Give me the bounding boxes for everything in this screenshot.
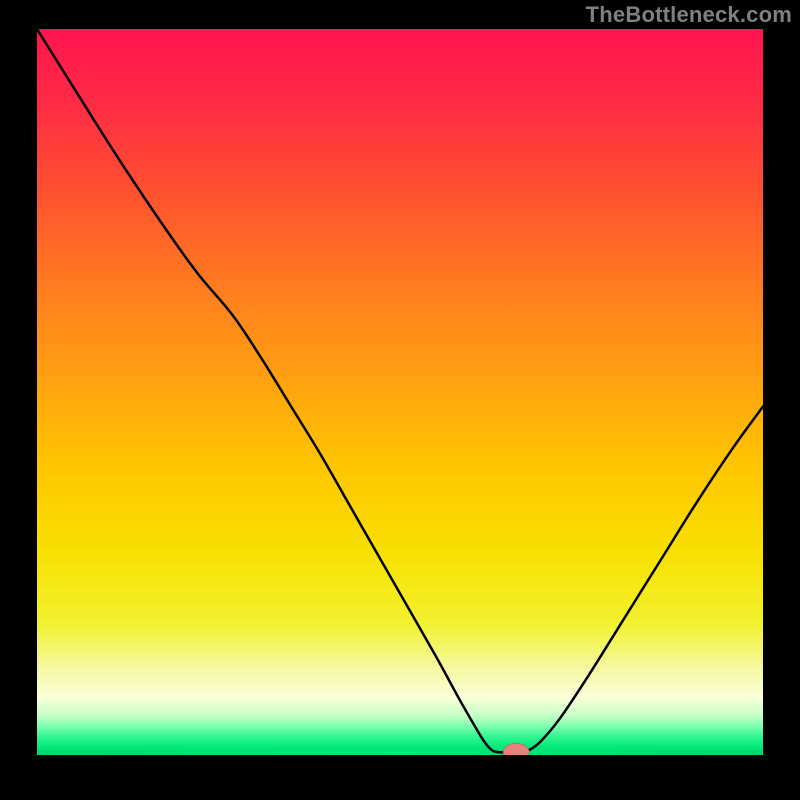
baseline-strip [37, 750, 763, 755]
chart-container: TheBottleneck.com [0, 0, 800, 800]
watermark-text: TheBottleneck.com [586, 2, 792, 28]
chart-background [37, 29, 763, 755]
plot-area [37, 29, 763, 755]
